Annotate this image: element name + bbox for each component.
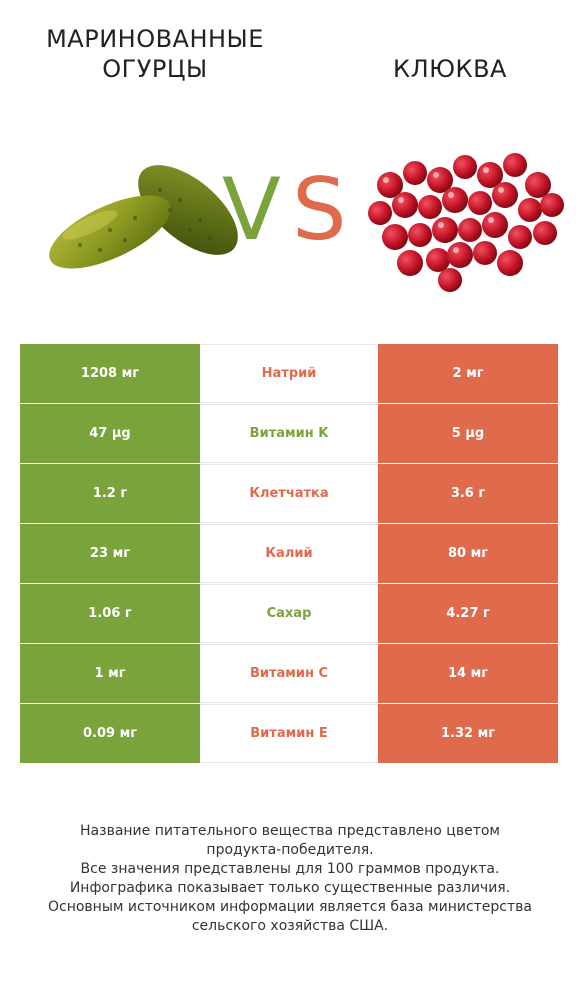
left-value: 1208 мг xyxy=(20,344,200,403)
left-value: 0.09 мг xyxy=(20,704,200,763)
right-value: 1.32 мг xyxy=(378,704,558,763)
comparison-table: 1208 мг Натрий 2 мг 47 µg Витамин K 5 µg… xyxy=(20,344,558,764)
footnote-line: продукта-победителя. xyxy=(206,842,374,858)
right-value: 2 мг xyxy=(378,344,558,403)
nutrient-name: Витамин C xyxy=(200,644,378,703)
nutrient-name: Клетчатка xyxy=(200,464,378,523)
table-row: 1.06 г Сахар 4.27 г xyxy=(20,584,558,644)
left-value: 23 мг xyxy=(20,524,200,583)
right-value: 80 мг xyxy=(378,524,558,583)
right-product-title: КЛЮКВА xyxy=(393,55,507,83)
footnote-line: Все значения представлены для 100 граммо… xyxy=(80,861,500,877)
right-value: 4.27 г xyxy=(378,584,558,643)
left-title-line1: МАРИНОВАННЫЕ xyxy=(46,25,264,53)
right-value: 14 мг xyxy=(378,644,558,703)
nutrient-name: Витамин E xyxy=(200,704,378,763)
right-value: 3.6 г xyxy=(378,464,558,523)
table-row: 0.09 мг Витамин E 1.32 мг xyxy=(20,704,558,764)
footnote-line: Название питательного вещества представл… xyxy=(80,823,500,839)
nutrient-name: Калий xyxy=(200,524,378,583)
cranberries-image xyxy=(368,153,564,292)
left-value: 1.2 г xyxy=(20,464,200,523)
left-value: 1.06 г xyxy=(20,584,200,643)
left-value: 47 µg xyxy=(20,404,200,463)
nutrient-name: Натрий xyxy=(200,344,378,403)
vs-letter-s: S xyxy=(292,160,347,260)
pickles-image xyxy=(49,165,238,269)
nutrient-name: Сахар xyxy=(200,584,378,643)
nutrient-name: Витамин K xyxy=(200,404,378,463)
footnote: Название питательного вещества представл… xyxy=(20,822,560,936)
table-row: 47 µg Витамин K 5 µg xyxy=(20,404,558,464)
left-product-title: МАРИНОВАННЫЕ ОГУРЦЫ xyxy=(20,24,290,84)
left-value: 1 мг xyxy=(20,644,200,703)
table-row: 23 мг Калий 80 мг xyxy=(20,524,558,584)
vs-letter-v: V xyxy=(222,160,281,260)
table-row: 1 мг Витамин C 14 мг xyxy=(20,644,558,704)
right-value: 5 µg xyxy=(378,404,558,463)
table-row: 1.2 г Клетчатка 3.6 г xyxy=(20,464,558,524)
vs-label: V S xyxy=(222,160,362,260)
left-title-line2: ОГУРЦЫ xyxy=(102,55,208,83)
footnote-line: Инфографика показывает только существенн… xyxy=(69,880,511,896)
footnote-line: Основным источником информации является … xyxy=(48,899,532,915)
table-row: 1208 мг Натрий 2 мг xyxy=(20,344,558,404)
footnote-line: сельского хозяйства США. xyxy=(191,918,389,934)
